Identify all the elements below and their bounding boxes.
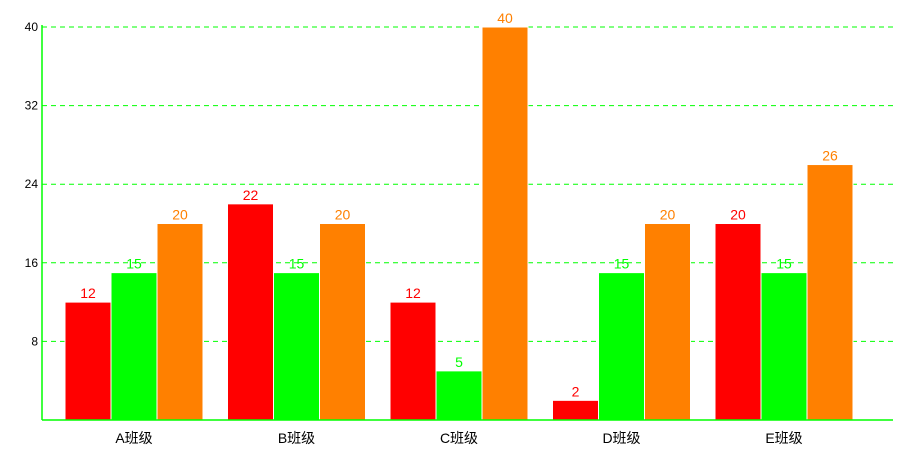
data-label: 15 <box>289 256 305 272</box>
x-tick-label: A班级 <box>115 430 152 446</box>
x-tick-label: B班级 <box>278 430 315 446</box>
data-label: 20 <box>335 207 351 223</box>
y-tick-label: 32 <box>25 99 39 113</box>
bar <box>552 399 599 421</box>
y-axis-tick-labels: 8 16 24 32 40 <box>25 20 39 348</box>
y-tick-label: 16 <box>25 256 39 270</box>
bar <box>227 203 274 421</box>
bar <box>273 272 320 421</box>
bar <box>110 272 158 421</box>
axes <box>41 25 893 421</box>
bar <box>644 223 691 421</box>
bar <box>435 370 483 421</box>
data-label: 40 <box>497 10 513 26</box>
data-label: 5 <box>455 354 463 370</box>
data-labels: 12 15 20 22 15 20 12 5 40 2 15 20 20 15 26 <box>80 10 838 399</box>
x-tick-label: E班级 <box>765 430 802 446</box>
data-label: 12 <box>80 285 96 301</box>
data-label: 26 <box>822 148 838 164</box>
data-label: 15 <box>614 256 630 272</box>
bar <box>156 223 204 421</box>
bar <box>64 301 112 421</box>
y-tick-label: 24 <box>25 177 39 191</box>
bars <box>64 26 854 421</box>
data-label: 22 <box>243 187 259 203</box>
data-label: 20 <box>660 207 676 223</box>
bar <box>481 26 529 421</box>
data-label: 12 <box>405 285 421 301</box>
bar <box>806 164 854 421</box>
y-tick-label: 40 <box>25 20 39 34</box>
data-label: 15 <box>776 256 792 272</box>
x-tick-label: C班级 <box>440 430 478 446</box>
bar <box>714 223 762 421</box>
data-label: 2 <box>572 383 580 399</box>
data-label: 20 <box>730 207 746 223</box>
bar <box>760 272 808 421</box>
data-label: 20 <box>172 207 188 223</box>
bar <box>598 272 645 421</box>
grid-lines <box>42 26 893 342</box>
x-tick-label: D班级 <box>602 430 640 446</box>
bar <box>319 223 366 421</box>
data-label: 15 <box>126 256 142 272</box>
bar <box>389 301 437 421</box>
x-axis-tick-labels: A班级 B班级 C班级 D班级 E班级 <box>115 430 802 446</box>
y-tick-label: 8 <box>31 334 38 348</box>
